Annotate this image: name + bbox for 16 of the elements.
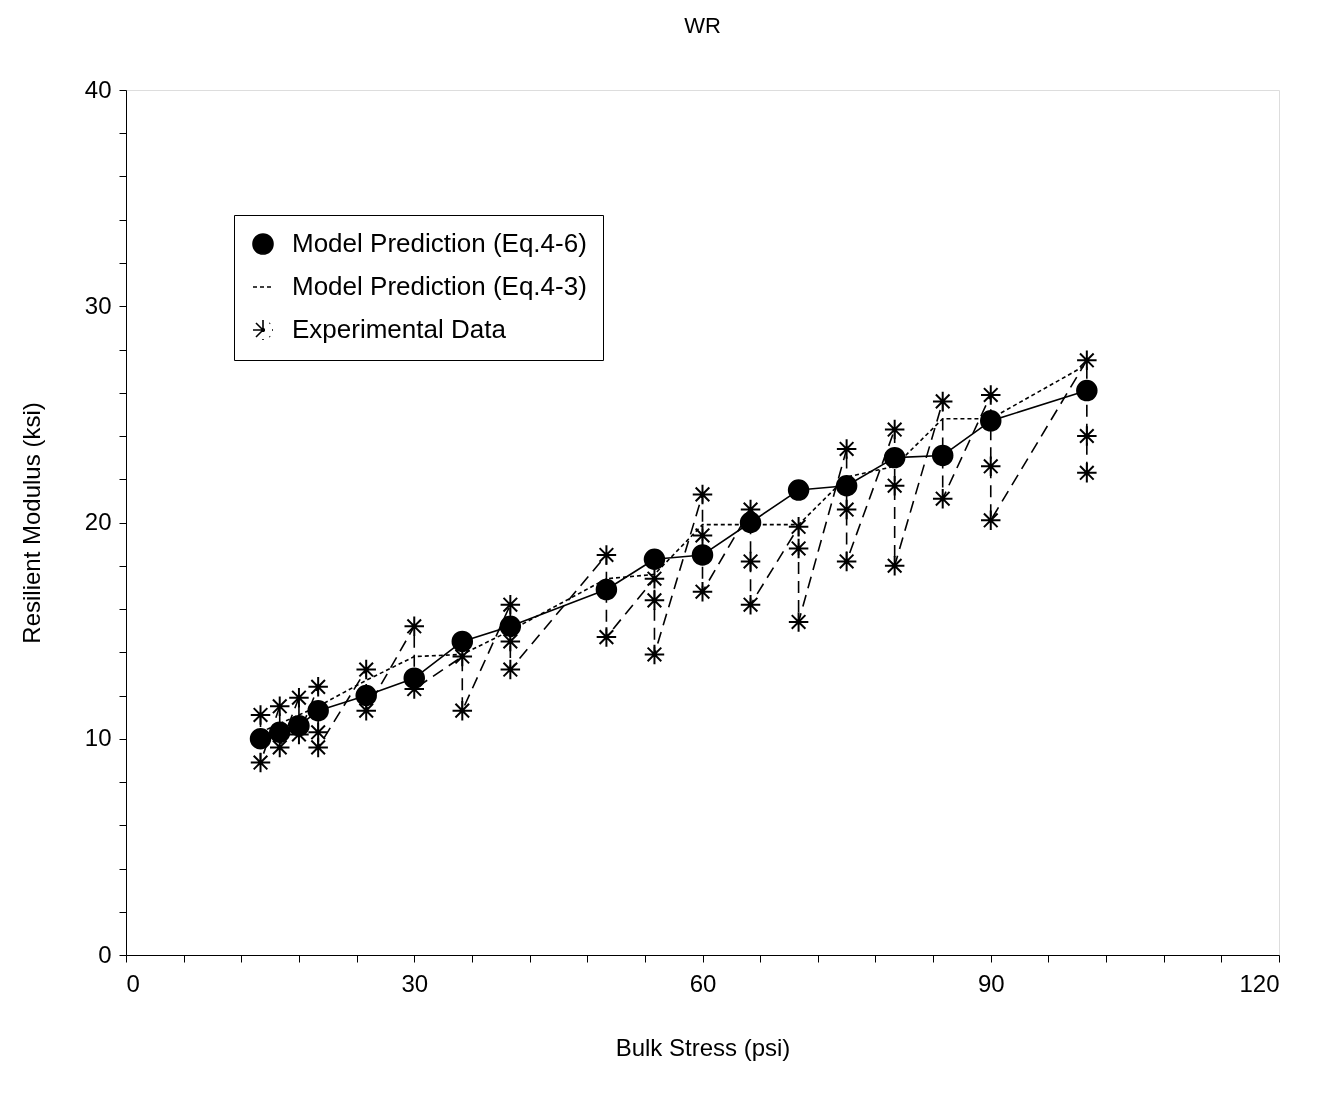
legend-label: Experimental Data: [292, 314, 507, 344]
x-tick-label: 60: [689, 969, 717, 997]
chart-title: WR: [684, 13, 721, 38]
legend-label: Model Prediction (Eq.4-3): [292, 271, 587, 301]
x-axis-title: Bulk Stress (psi): [615, 1033, 791, 1061]
x-tick-label: 0: [126, 969, 140, 997]
legend-label: Model Prediction (Eq.4-6): [292, 228, 587, 258]
y-tick-label: 40: [84, 75, 112, 103]
x-tick-label: 90: [977, 969, 1005, 997]
x-tick-label: 30: [401, 969, 429, 997]
y-tick-label: 0: [98, 940, 112, 968]
x-tick-label: 120: [1239, 969, 1280, 997]
y-tick-label: 30: [84, 291, 112, 319]
y-tick-label: 20: [84, 508, 112, 535]
y-tick-label: 10: [84, 724, 112, 752]
y-axis-title: Resilient Modulus (ksi): [17, 402, 45, 644]
